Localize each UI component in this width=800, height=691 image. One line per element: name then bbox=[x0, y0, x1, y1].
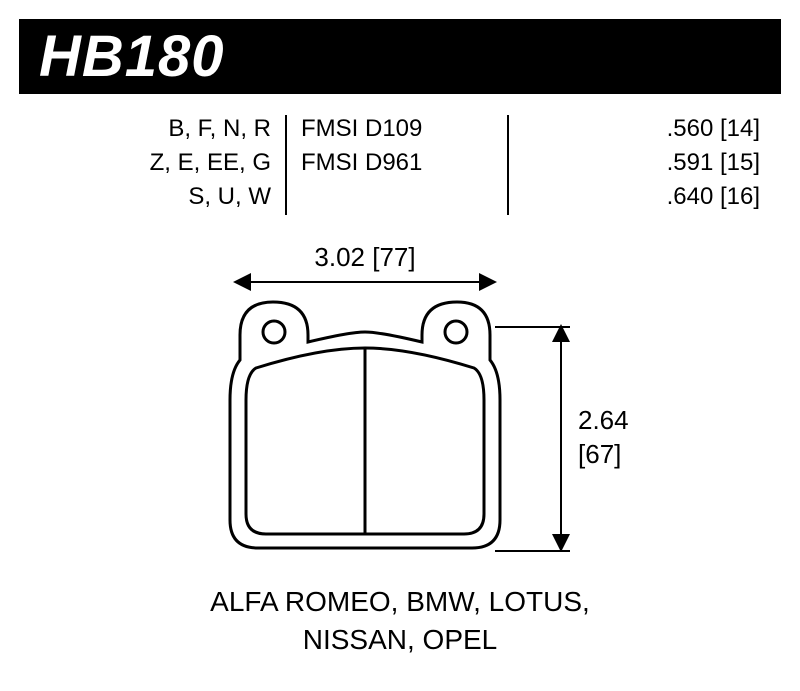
height-dimension-label: 2.64 [67] bbox=[578, 404, 629, 472]
arrow-down-icon bbox=[552, 534, 570, 552]
thickness-line: .640 [16] bbox=[523, 183, 760, 211]
spec-row: B, F, N, R Z, E, EE, G S, U, W FMSI D109… bbox=[95, 115, 760, 225]
width-dimension-line bbox=[235, 281, 495, 283]
fmsi-line: FMSI D961 bbox=[301, 149, 507, 177]
height-mm: [67] bbox=[578, 438, 629, 472]
height-dimension-line bbox=[560, 326, 562, 550]
fmsi-line: FMSI D109 bbox=[301, 115, 507, 143]
thickness-column: .560 [14] .591 [15] .640 [16] bbox=[509, 115, 760, 225]
compound-codes-column: B, F, N, R Z, E, EE, G S, U, W bbox=[95, 115, 285, 225]
vehicle-brands: ALFA ROMEO, BMW, LOTUS, NISSAN, OPEL bbox=[0, 583, 800, 659]
part-number-title: HB180 bbox=[39, 23, 225, 90]
code-line: B, F, N, R bbox=[95, 115, 271, 143]
width-dimension: 3.02 [77] bbox=[235, 242, 495, 283]
thickness-line: .591 [15] bbox=[523, 149, 760, 177]
brands-line: ALFA ROMEO, BMW, LOTUS, bbox=[0, 583, 800, 621]
width-dimension-label: 3.02 [77] bbox=[314, 242, 415, 272]
header-bar: HB180 bbox=[19, 19, 781, 94]
code-line: Z, E, EE, G bbox=[95, 149, 271, 177]
thickness-line: .560 [14] bbox=[523, 115, 760, 143]
fmsi-column: FMSI D109 FMSI D961 bbox=[287, 115, 507, 225]
brake-pad-outline bbox=[200, 290, 530, 570]
code-line: S, U, W bbox=[95, 183, 271, 211]
brands-line: NISSAN, OPEL bbox=[0, 621, 800, 659]
arrow-right-icon bbox=[479, 273, 497, 291]
height-value: 2.64 bbox=[578, 404, 629, 438]
arrow-up-icon bbox=[552, 324, 570, 342]
arrow-left-icon bbox=[233, 273, 251, 291]
diagram-area: 3.02 [77] 2.64 [67] bbox=[0, 230, 800, 590]
